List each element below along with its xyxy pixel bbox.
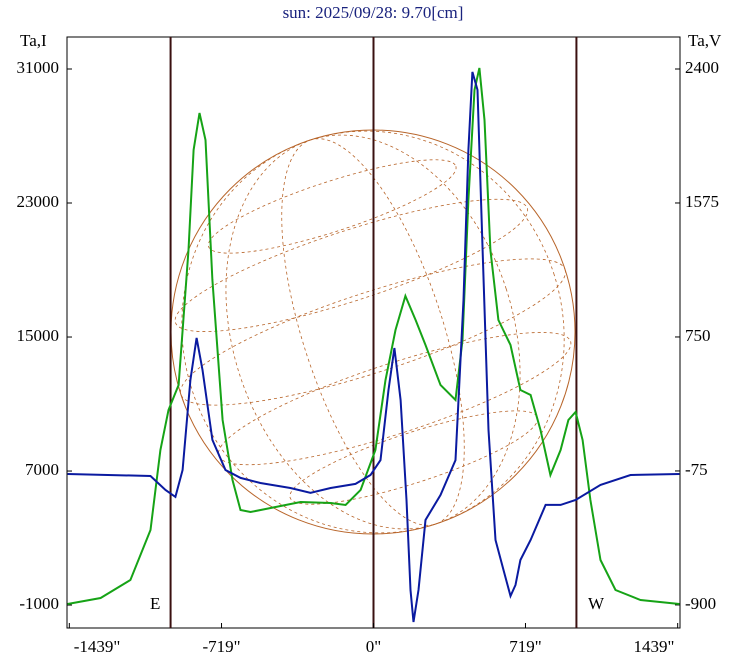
y-axis-label: Ta,I (20, 31, 47, 50)
y-tick-label: 31000 (17, 58, 60, 77)
x-tick-label: 1439" (634, 637, 675, 656)
series-line (67, 71, 680, 623)
x-tick-label: 719" (509, 637, 541, 656)
y-tick-label: -1000 (19, 594, 59, 613)
y2-tick-label: 750 (685, 326, 711, 345)
y2-tick-label: -900 (685, 594, 716, 613)
chart-title: sun: 2025/09/28: 9.70[cm] (283, 3, 464, 22)
y-tick-label: 15000 (17, 326, 60, 345)
annotation: W (588, 594, 605, 613)
y2-axis-label: Ta,V (688, 31, 722, 50)
x-tick-label: 0" (366, 637, 381, 656)
y2-tick-label: 2400 (685, 58, 719, 77)
series-line (67, 67, 680, 605)
x-tick-label: -1439" (74, 637, 121, 656)
y2-tick-label: 1575 (685, 192, 719, 211)
x-tick-label: -719" (202, 637, 240, 656)
y2-tick-label: -75 (685, 460, 708, 479)
annotation: E (150, 594, 160, 613)
y-tick-label: 7000 (25, 460, 59, 479)
y-tick-label: 23000 (17, 192, 60, 211)
